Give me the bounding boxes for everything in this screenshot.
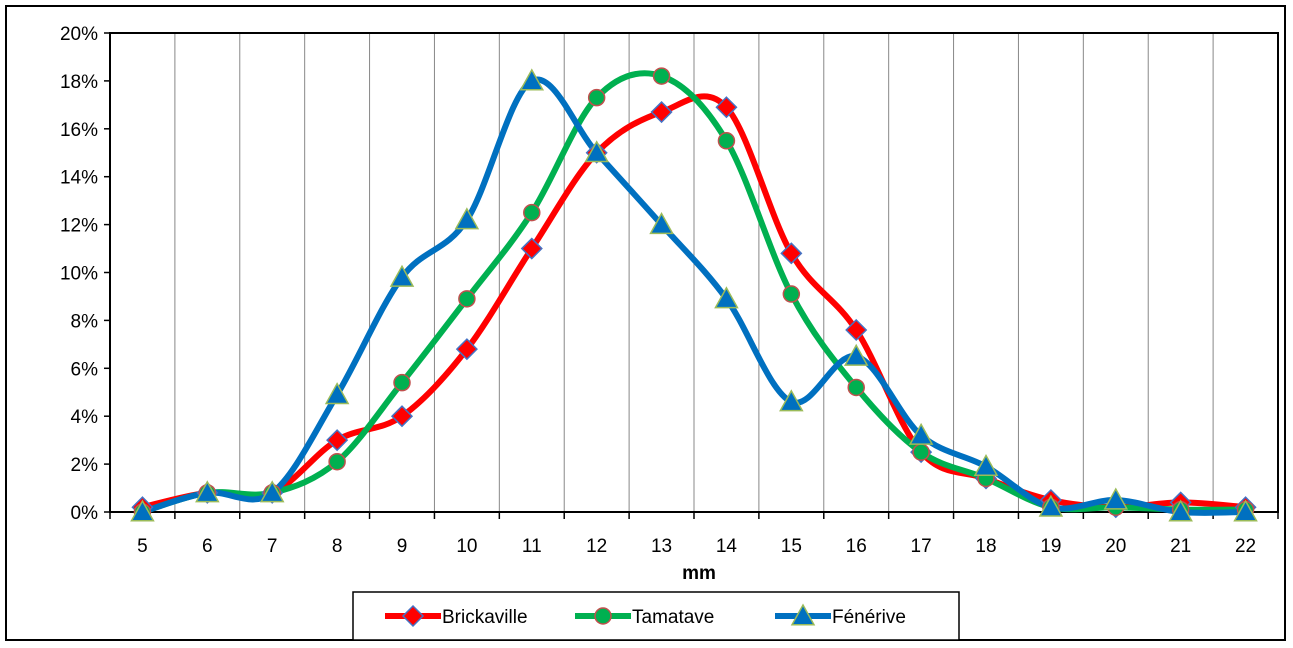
legend-marker-tamatave [594,607,612,625]
data-point-brickaville [650,100,673,124]
data-point-fenerive [843,343,869,366]
data-point-fenerive [195,480,220,503]
y-tick-label: 4% [71,407,99,428]
legend-label-fenerive: Fénérive [832,607,906,628]
data-point-brickaville [845,318,868,342]
x-tick-label: 14 [716,536,738,557]
data-point-fenerive [454,207,480,230]
data-point-tamatave [393,373,411,392]
x-tick-label: 19 [1040,536,1061,557]
legend-label-brickaville: Brickaville [442,607,528,628]
data-point-fenerive [908,422,934,445]
x-tick-label: 16 [846,536,867,557]
x-tick-label: 22 [1235,536,1256,557]
y-tick-label: 18% [60,72,98,93]
legend-box [352,591,960,641]
x-tick-label: 7 [267,536,278,557]
legend-marker-fenerive [790,603,816,626]
data-point-brickaville [390,405,414,428]
x-tick-label: 5 [137,536,148,557]
data-point-fenerive [649,212,674,235]
y-tick-label: 20% [60,24,98,45]
y-tick-label: 2% [71,455,99,476]
data-point-tamatave [328,452,346,471]
grid-lines [174,33,1214,512]
x-tick-label: 17 [911,536,932,557]
x-tick-label: 18 [975,536,996,557]
data-point-brickaville [780,242,803,265]
data-point-fenerive [973,453,999,477]
x-tick-label: 13 [651,536,672,557]
data-point-fenerive [324,382,350,405]
x-tick-label: 10 [456,536,477,557]
data-point-tamatave [847,378,865,397]
chart-frame [5,5,1286,641]
y-axis-ticks: 0% 2% 4% 6% 8% 10% 12% 14% 16% 18% 20% [60,24,110,524]
data-point-fenerive [779,389,804,412]
data-point-tamatave [782,285,801,303]
data-point-tamatave [523,203,541,222]
data-point-tamatave [652,67,671,85]
x-axis-label: mm [682,563,716,584]
x-tick-label: 21 [1170,536,1191,557]
data-point-fenerive [389,264,415,287]
x-tick-label: 15 [781,536,802,557]
y-tick-label: 14% [60,168,98,189]
series-markers [130,67,1258,522]
x-tick-label: 11 [522,536,542,557]
y-tick-label: 0% [71,503,99,524]
data-point-fenerive [519,68,545,91]
x-tick-label: 20 [1105,536,1126,557]
data-point-brickaville [455,338,478,361]
y-tick-label: 12% [60,216,98,237]
data-point-fenerive [714,286,739,309]
x-tick-label: 8 [332,536,343,557]
data-point-fenerive [1103,487,1129,510]
data-point-tamatave [912,443,930,461]
legend-label-tamatave: Tamatave [632,607,714,628]
y-tick-label: 6% [71,359,99,380]
x-tick-label: 9 [397,536,408,557]
data-point-brickaville [715,96,738,119]
data-point-fenerive [259,480,285,503]
data-point-fenerive [1168,499,1193,522]
x-tick-label: 12 [586,536,607,557]
data-point-tamatave [717,132,736,150]
data-point-fenerive [130,499,155,522]
legend: Brickaville Tamatave Fénérive [352,591,960,641]
y-tick-label: 10% [60,264,98,285]
data-point-fenerive [1233,499,1258,522]
data-point-fenerive [584,140,609,163]
data-point-fenerive [1038,494,1064,517]
x-axis-ticks: 5 6 7 8 9 10 11 12 13 14 15 16 17 18 19 20 21 22 [109,512,1279,557]
data-point-tamatave [458,290,476,308]
data-point-brickaville [520,237,543,260]
data-point-brickaville [326,429,349,452]
legend-marker-brickaville [401,604,425,628]
y-tick-label: 16% [60,120,98,141]
y-tick-label: 8% [71,311,99,332]
data-point-tamatave [587,88,606,107]
x-tick-label: 6 [202,536,213,557]
